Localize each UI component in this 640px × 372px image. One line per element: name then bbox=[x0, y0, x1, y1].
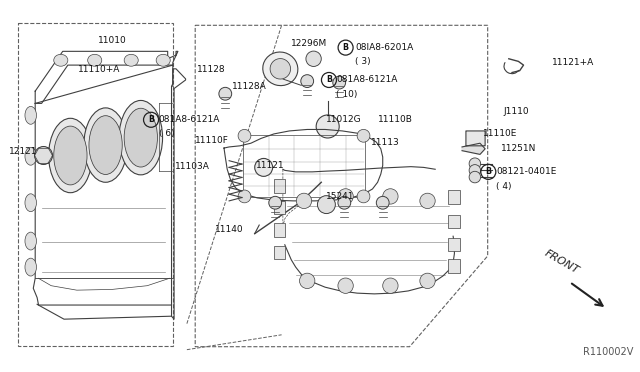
Circle shape bbox=[219, 87, 232, 100]
Text: 081A8-6121A: 081A8-6121A bbox=[159, 115, 220, 124]
Circle shape bbox=[255, 158, 273, 176]
Ellipse shape bbox=[25, 232, 36, 250]
Circle shape bbox=[376, 196, 389, 209]
Bar bbox=[274, 246, 285, 259]
Text: 11110+A: 11110+A bbox=[78, 65, 120, 74]
Circle shape bbox=[383, 278, 398, 294]
Circle shape bbox=[338, 196, 351, 209]
Circle shape bbox=[317, 196, 335, 214]
Bar bbox=[448, 259, 460, 273]
Text: ( 3): ( 3) bbox=[355, 57, 371, 66]
Text: 11110B: 11110B bbox=[378, 115, 412, 124]
Text: 08lA8-6201A: 08lA8-6201A bbox=[355, 43, 413, 52]
Polygon shape bbox=[462, 143, 485, 154]
Text: 11128: 11128 bbox=[197, 65, 226, 74]
Ellipse shape bbox=[156, 54, 170, 66]
Circle shape bbox=[357, 190, 370, 203]
Text: 11010: 11010 bbox=[98, 36, 126, 45]
Bar bbox=[448, 215, 460, 228]
Text: 11110E: 11110E bbox=[483, 129, 518, 138]
Bar bbox=[448, 238, 460, 251]
Ellipse shape bbox=[119, 100, 163, 175]
Ellipse shape bbox=[25, 106, 36, 124]
Circle shape bbox=[357, 129, 370, 142]
Text: B: B bbox=[342, 43, 349, 52]
Ellipse shape bbox=[124, 54, 138, 66]
Ellipse shape bbox=[89, 116, 122, 174]
Circle shape bbox=[469, 158, 481, 169]
Ellipse shape bbox=[270, 58, 291, 79]
Ellipse shape bbox=[124, 108, 157, 167]
Ellipse shape bbox=[88, 54, 102, 66]
Circle shape bbox=[301, 75, 314, 87]
Ellipse shape bbox=[25, 194, 36, 212]
Circle shape bbox=[269, 196, 282, 209]
Circle shape bbox=[35, 147, 52, 164]
Text: 12296M: 12296M bbox=[291, 39, 328, 48]
Ellipse shape bbox=[25, 258, 36, 276]
Circle shape bbox=[420, 273, 435, 289]
Text: 11251N: 11251N bbox=[500, 144, 536, 153]
Ellipse shape bbox=[25, 147, 36, 165]
Circle shape bbox=[238, 190, 251, 203]
Text: 12121: 12121 bbox=[8, 147, 37, 156]
Text: FRONT: FRONT bbox=[543, 248, 580, 276]
Circle shape bbox=[296, 193, 312, 209]
Ellipse shape bbox=[49, 118, 92, 193]
Ellipse shape bbox=[54, 126, 87, 185]
Text: 081A8-6121A: 081A8-6121A bbox=[336, 76, 397, 84]
Text: 11103A: 11103A bbox=[175, 162, 210, 171]
Text: 11121: 11121 bbox=[256, 161, 285, 170]
Text: 11012G: 11012G bbox=[326, 115, 362, 124]
Ellipse shape bbox=[84, 108, 127, 182]
Text: ( 10): ( 10) bbox=[336, 90, 357, 99]
Circle shape bbox=[383, 189, 398, 204]
Bar bbox=[274, 179, 285, 193]
Text: 15241: 15241 bbox=[326, 192, 355, 201]
Circle shape bbox=[316, 115, 339, 138]
Circle shape bbox=[338, 189, 353, 204]
Text: 11121+A: 11121+A bbox=[552, 58, 594, 67]
Bar bbox=[274, 223, 285, 237]
Circle shape bbox=[333, 76, 346, 89]
Ellipse shape bbox=[54, 54, 68, 66]
Text: R110002V: R110002V bbox=[583, 347, 634, 357]
Text: 11113: 11113 bbox=[371, 138, 400, 147]
Text: B: B bbox=[326, 76, 332, 84]
Text: ( 6): ( 6) bbox=[159, 129, 174, 138]
FancyBboxPatch shape bbox=[466, 131, 485, 146]
Text: 11110F: 11110F bbox=[195, 136, 229, 145]
Circle shape bbox=[420, 193, 435, 209]
Bar bbox=[18, 23, 173, 346]
Text: 11128A: 11128A bbox=[232, 82, 266, 91]
Circle shape bbox=[300, 273, 315, 289]
Circle shape bbox=[338, 278, 353, 294]
Circle shape bbox=[469, 165, 481, 176]
Text: B: B bbox=[148, 115, 154, 124]
Text: B: B bbox=[485, 167, 492, 176]
Text: 08121-0401E: 08121-0401E bbox=[496, 167, 556, 176]
Circle shape bbox=[306, 51, 321, 67]
Text: J1110: J1110 bbox=[503, 107, 529, 116]
Bar bbox=[448, 190, 460, 204]
Text: ( 4): ( 4) bbox=[496, 182, 511, 190]
Bar bbox=[274, 201, 285, 214]
Circle shape bbox=[469, 171, 481, 183]
Text: 11140: 11140 bbox=[214, 225, 243, 234]
Circle shape bbox=[238, 129, 251, 142]
Ellipse shape bbox=[263, 52, 298, 86]
